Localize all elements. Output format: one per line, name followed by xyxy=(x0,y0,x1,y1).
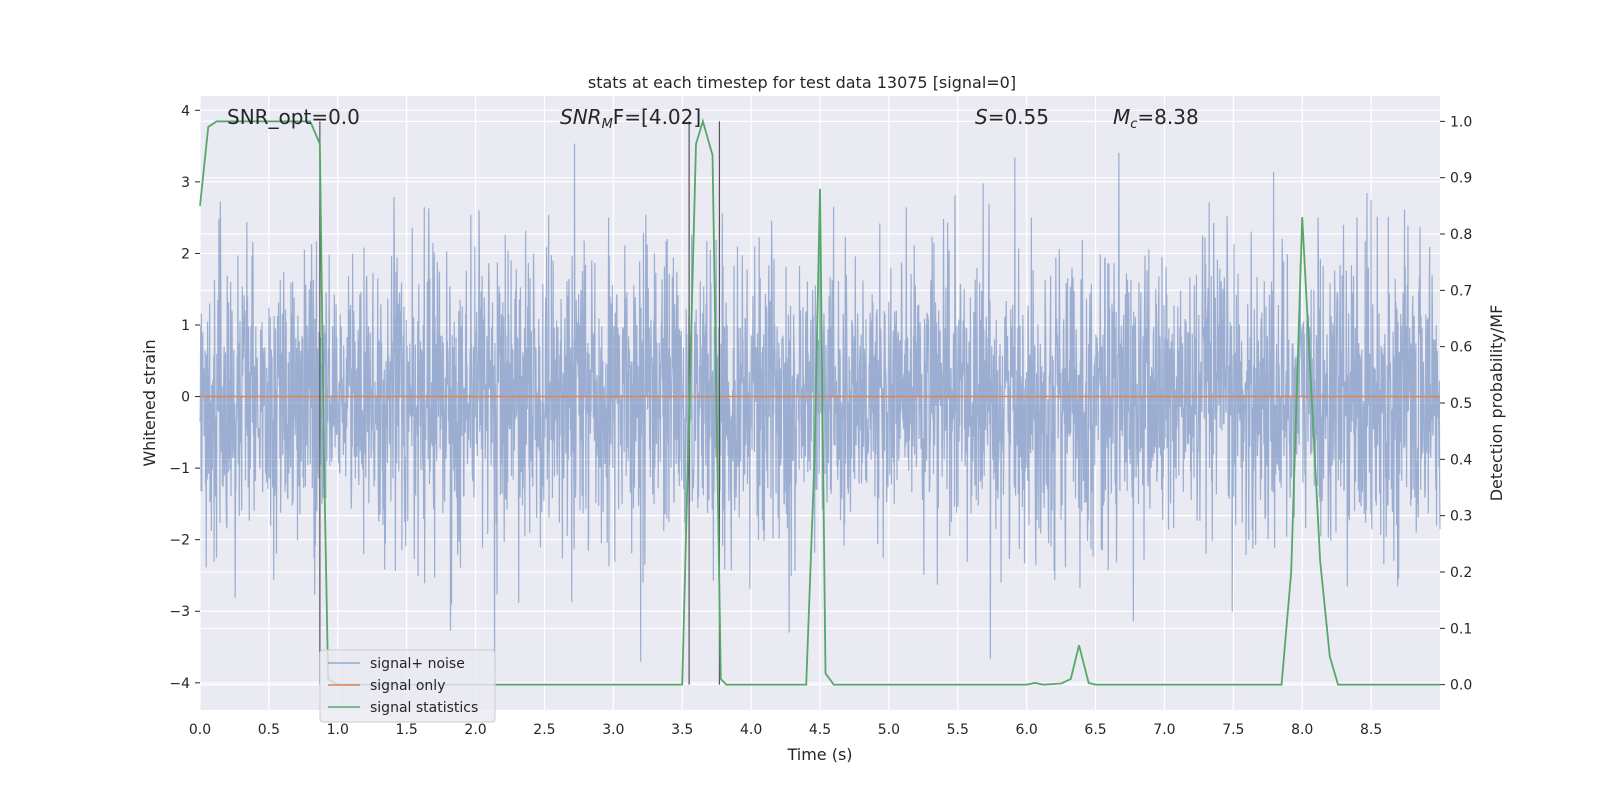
s-annotation: S=0.55 xyxy=(975,105,1049,129)
y-tick-label-left: −2 xyxy=(169,533,190,549)
signal-statistics-line xyxy=(199,118,1440,686)
x-ticks: 0.0 0.5 1.0 1.5 2.0 2.5 3.0 3.5 4.0 4.5 5.0 5.5 6.0 6… xyxy=(189,722,1382,738)
signal-statistics-series xyxy=(199,118,1440,686)
y-tick-label-right: 0.2 xyxy=(1450,565,1472,581)
y-tick-label-left: −4 xyxy=(169,676,190,692)
x-tick-label: 8.5 xyxy=(1360,722,1382,738)
chart-title: stats at each timestep for test data 130… xyxy=(588,73,1016,92)
y-tick-label-left: 0 xyxy=(181,390,190,406)
y-tick-label-right: 0.3 xyxy=(1450,509,1472,525)
legend-label-signal-only: signal only xyxy=(370,678,445,694)
plot-area xyxy=(199,96,1441,710)
s-label: S xyxy=(975,105,988,129)
legend-label-signal-noise: signal+ noise xyxy=(370,656,465,672)
x-tick-label: 4.5 xyxy=(809,722,831,738)
y-axis-label-left: Whitened strain xyxy=(140,339,159,466)
mc-label: M xyxy=(1113,105,1130,129)
x-axis-label: Time (s) xyxy=(786,745,852,764)
y-tick-label-right: 0.4 xyxy=(1450,452,1472,468)
y-tick-label-left: −1 xyxy=(169,461,190,477)
y-tick-label-right: 1.0 xyxy=(1450,114,1472,130)
x-tick-label: 8.0 xyxy=(1291,722,1313,738)
snr-mf-value: F=[4.02] xyxy=(613,105,701,129)
legend-label-signal-statistics: signal statistics xyxy=(370,700,478,716)
y-tick-label-left: 1 xyxy=(181,318,190,334)
s-value: =0.55 xyxy=(988,105,1049,129)
signal-noise-line xyxy=(199,143,1441,673)
y-tick-label-right: 0.8 xyxy=(1450,227,1472,243)
y-tick-label-right: 0.1 xyxy=(1450,621,1472,637)
legend-box xyxy=(319,649,496,723)
snr-mf-label: SNR xyxy=(560,105,602,129)
y-tick-label-right: 0.7 xyxy=(1450,283,1472,299)
signal-noise-series xyxy=(199,143,1441,673)
x-tick-label: 7.5 xyxy=(1222,722,1244,738)
x-tick-label: 0.5 xyxy=(258,722,280,738)
snr-mf-subscript: M xyxy=(602,117,613,132)
x-tick-label: 5.5 xyxy=(947,722,969,738)
y-tick-label-right: 0.0 xyxy=(1450,678,1472,694)
x-tick-label: 2.0 xyxy=(464,722,486,738)
x-tick-label: 7.0 xyxy=(1153,722,1175,738)
x-tick-label: 0.0 xyxy=(189,722,211,738)
y-axis-label-right: Detection probability/MF xyxy=(1487,305,1506,502)
mc-value: =8.38 xyxy=(1137,105,1198,129)
y-tick-label-left: 3 xyxy=(181,175,190,191)
y-tick-label-left: 2 xyxy=(181,246,190,262)
x-tick-label: 1.0 xyxy=(327,722,349,738)
x-tick-label: 3.0 xyxy=(602,722,624,738)
legend: signal+ noise signal only signal statist… xyxy=(319,649,496,723)
y-ticks-left: −4 −3 −2 −1 0 1 2 3 4 xyxy=(169,103,200,692)
mc-subscript: c xyxy=(1130,117,1137,132)
x-tick-label: 6.0 xyxy=(1016,722,1038,738)
snr-opt-annotation: SNR_opt=0.0 xyxy=(227,105,360,129)
x-tick-label: 4.0 xyxy=(740,722,762,738)
x-tick-label: 6.5 xyxy=(1084,722,1106,738)
y-ticks-right: 0.0 0.1 0.2 0.3 0.4 0.5 0.6 0.7 0.8 0.9 1.0 xyxy=(1440,114,1472,694)
y-tick-label-left: 4 xyxy=(181,103,190,119)
x-tick-label: 5.0 xyxy=(878,722,900,738)
y-tick-label-right: 0.6 xyxy=(1450,340,1472,356)
snr-mf-annotation: SNRMF=[4.02] xyxy=(560,105,701,132)
x-tick-label: 2.5 xyxy=(533,722,555,738)
y-tick-label-right: 0.5 xyxy=(1450,396,1472,412)
y-tick-label-left: −3 xyxy=(169,604,190,620)
x-tick-label: 1.5 xyxy=(396,722,418,738)
y-tick-label-right: 0.9 xyxy=(1450,171,1472,187)
x-tick-label: 3.5 xyxy=(671,722,693,738)
mc-annotation: Mc=8.38 xyxy=(1113,105,1199,132)
